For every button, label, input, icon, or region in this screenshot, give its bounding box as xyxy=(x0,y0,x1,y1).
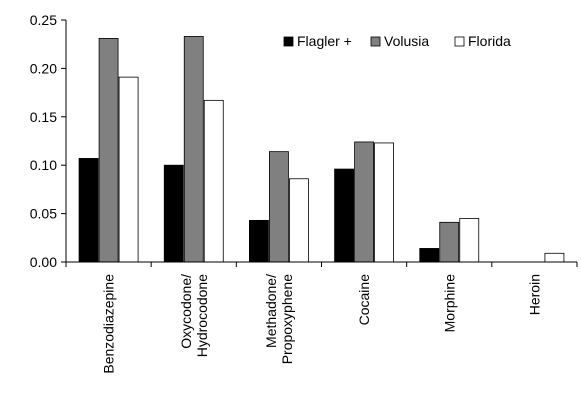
x-tick-label: Oxycodone/ xyxy=(178,274,194,349)
y-tick-label: 0.05 xyxy=(30,206,57,222)
bar-florida-4 xyxy=(459,218,480,263)
x-tick-label: Cocaine xyxy=(356,274,372,326)
bar-florida-0 xyxy=(118,76,139,263)
y-tick-label: 0.20 xyxy=(30,60,57,76)
x-tick-label: Hydrocodone xyxy=(194,274,210,357)
bar-florida-2 xyxy=(289,178,309,263)
bar-florida-5 xyxy=(544,252,565,263)
bar-flagler-4 xyxy=(419,248,440,263)
x-tick-label: Methadone/ xyxy=(263,274,279,348)
bar-florida-1 xyxy=(203,99,224,263)
bar-volusia-4 xyxy=(439,221,460,263)
bar-flagler-2 xyxy=(249,219,269,263)
x-tick-label: Propoxyphene xyxy=(279,274,295,365)
x-tick-label: Heroin xyxy=(526,274,542,315)
y-tick-label: 0.10 xyxy=(30,157,57,173)
legend-label: Volusia xyxy=(384,33,429,49)
legend: Flagler + Volusia Florida xyxy=(283,33,511,49)
bar-volusia-1 xyxy=(183,36,204,263)
legend-swatch xyxy=(454,36,465,47)
x-tick-label: Morphine xyxy=(441,274,457,333)
y-tick-label: 0.00 xyxy=(30,254,57,270)
bar-florida-3 xyxy=(374,142,394,263)
bars xyxy=(78,36,565,263)
legend-label: Florida xyxy=(468,33,511,49)
legend-swatch xyxy=(283,36,294,47)
legend-swatch xyxy=(370,36,381,47)
x-tick-label: Benzodiazepine xyxy=(101,274,117,374)
bar-volusia-2 xyxy=(269,151,289,263)
y-tick-label: 0.15 xyxy=(30,109,57,125)
bar-volusia-3 xyxy=(354,141,374,263)
bar-flagler-0 xyxy=(78,158,99,263)
x-axis: Benzodiazepine Oxycodone/Hydrocodone Metha… xyxy=(65,261,578,374)
bar-flagler-3 xyxy=(334,168,354,263)
bar-flagler-1 xyxy=(163,164,184,263)
bar-volusia-0 xyxy=(98,37,119,263)
legend-label: Flagler + xyxy=(297,33,352,49)
y-tick-label: 0.25 xyxy=(30,12,57,28)
y-axis: 0.00 0.05 0.10 0.15 0.20 0.25 xyxy=(30,12,67,270)
